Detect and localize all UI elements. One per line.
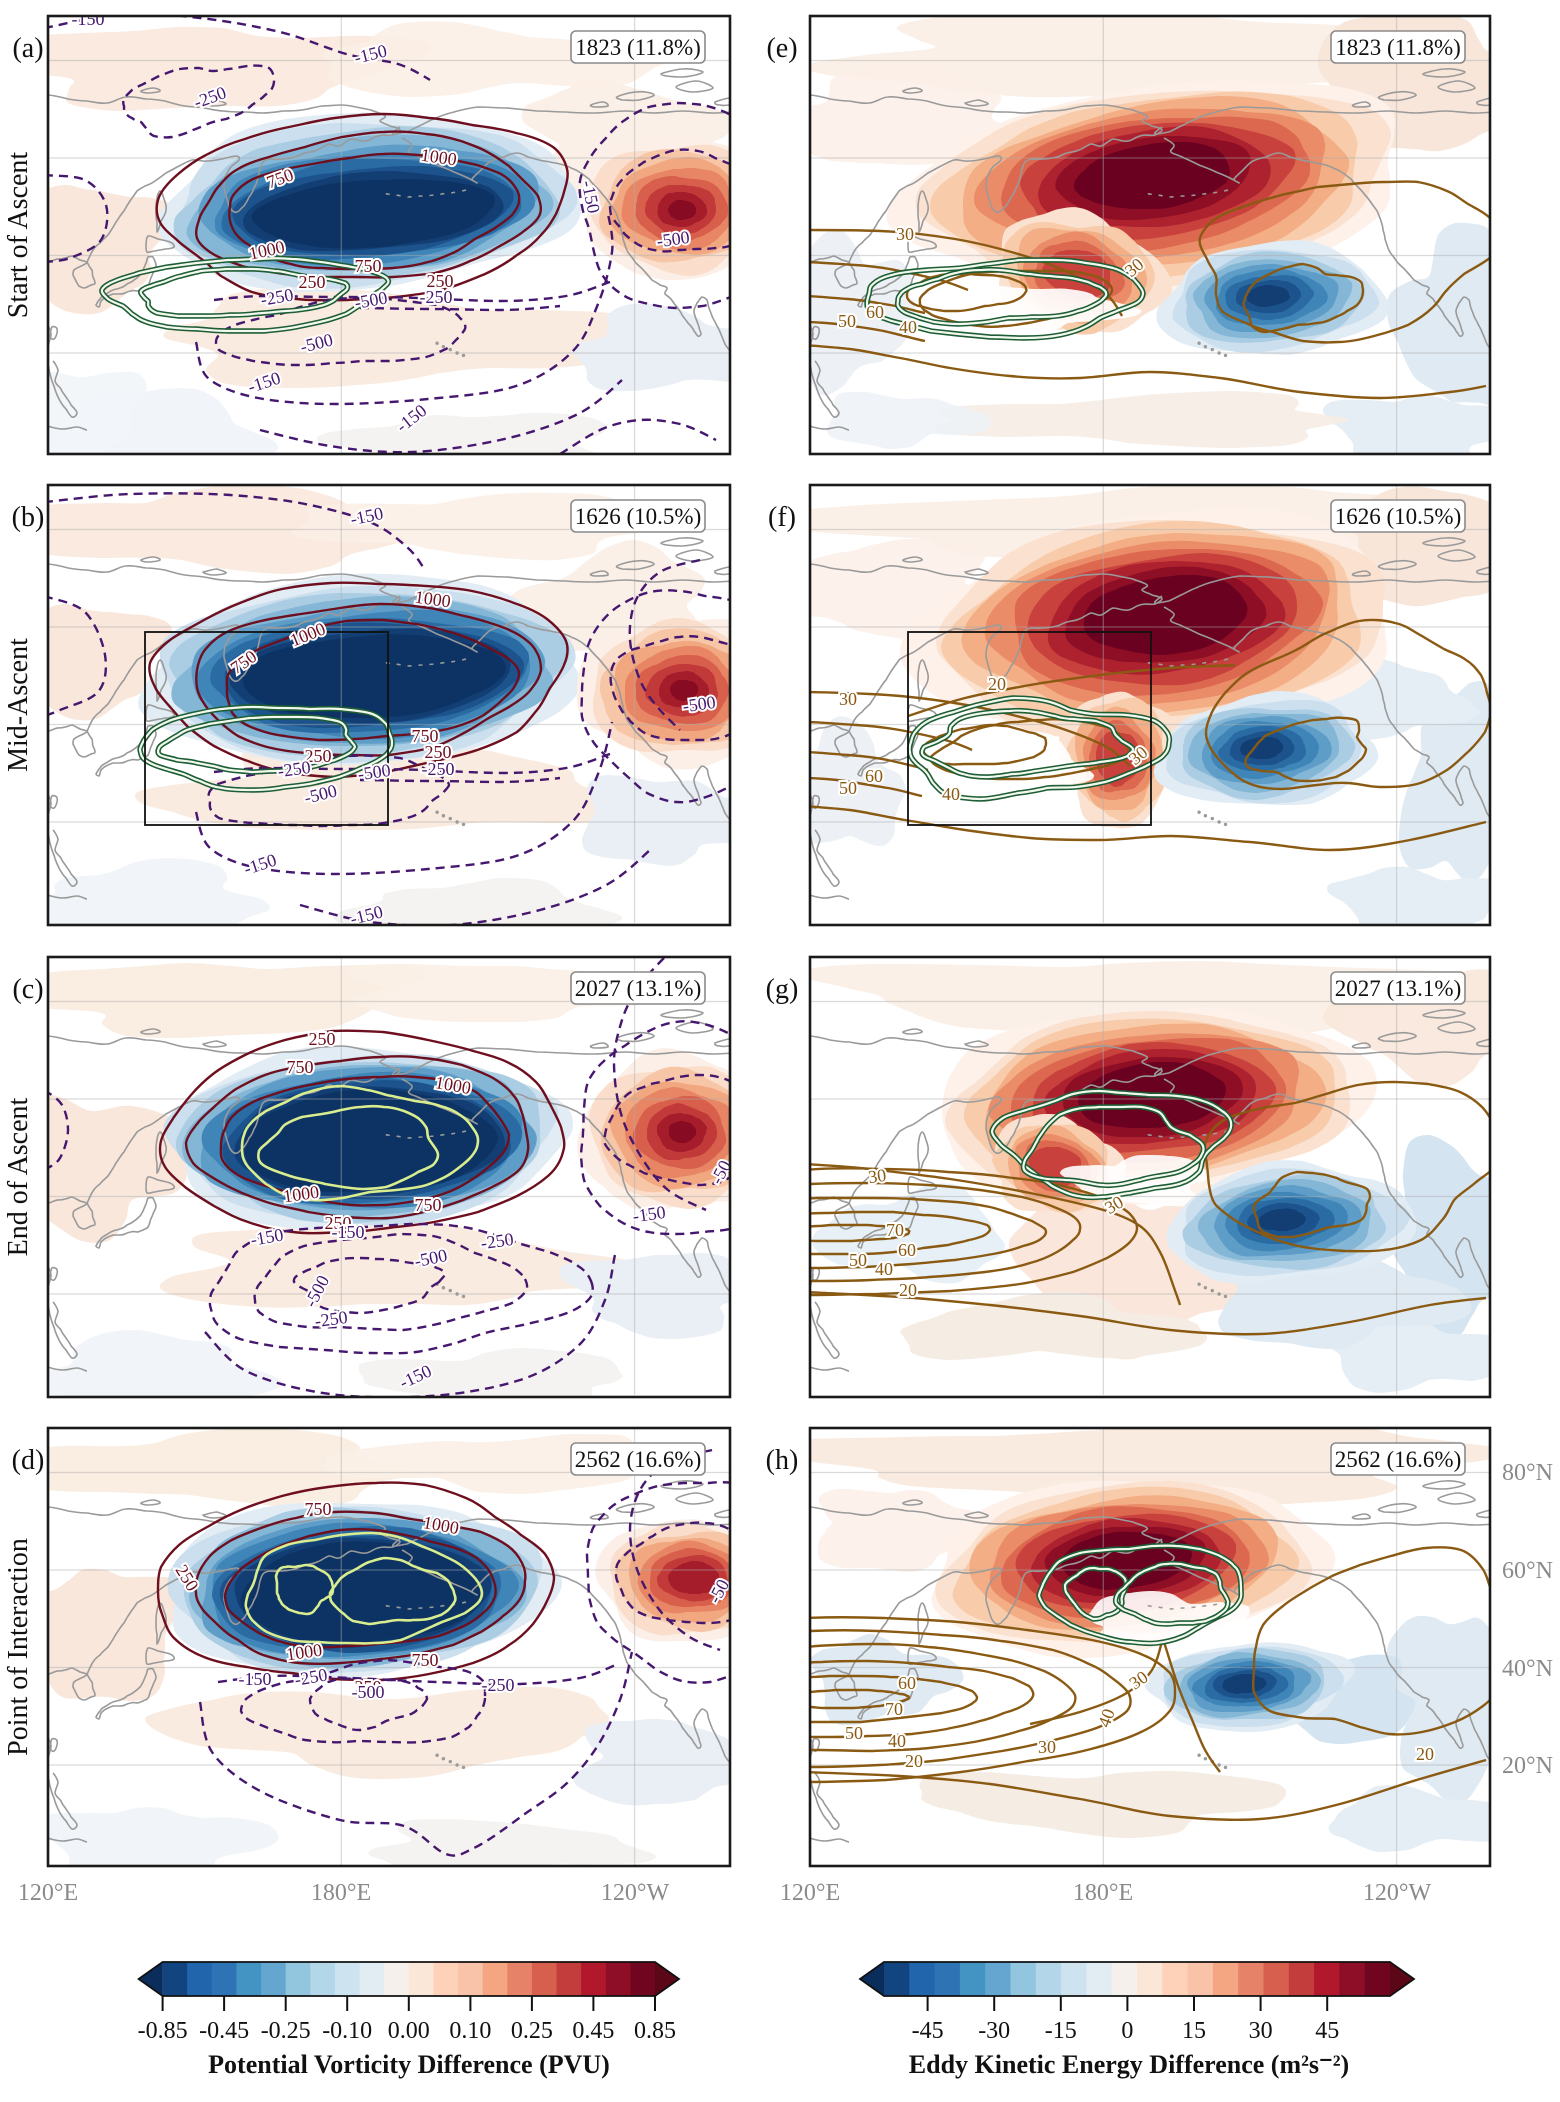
svg-text:30: 30 [896,224,914,244]
svg-text:750: 750 [415,1195,442,1215]
svg-text:30: 30 [867,1165,888,1187]
svg-text:20°N: 20°N [1502,1753,1553,1779]
svg-text:40°N: 40°N [1502,1656,1553,1682]
svg-text:20: 20 [905,1751,923,1771]
svg-text:40: 40 [875,1259,893,1279]
svg-text:750: 750 [412,1650,439,1670]
svg-text:(d): (d) [12,1445,45,1476]
svg-text:20: 20 [988,674,1006,694]
svg-text:-150: -150 [332,1222,365,1242]
svg-text:40: 40 [888,1731,906,1751]
svg-text:50: 50 [845,1723,863,1743]
svg-text:-250: -250 [422,759,455,779]
svg-text:(c): (c) [12,974,43,1005]
svg-text:250: 250 [425,742,452,762]
svg-text:-250: -250 [482,1675,515,1695]
svg-text:(e): (e) [766,33,797,64]
svg-text:-0.85: -0.85 [138,2018,188,2044]
svg-text:250: 250 [299,272,326,292]
svg-text:250: 250 [427,271,454,291]
svg-text:1626 (10.5%): 1626 (10.5%) [1335,504,1461,529]
svg-text:60: 60 [865,766,883,786]
svg-text:0.85: 0.85 [634,2018,676,2044]
svg-text:120°W: 120°W [1363,1880,1432,1906]
svg-text:750: 750 [355,256,382,276]
svg-text:1823 (11.8%): 1823 (11.8%) [575,35,701,60]
svg-text:40: 40 [899,317,917,337]
svg-text:180°E: 180°E [311,1880,371,1906]
svg-text:2027 (13.1%): 2027 (13.1%) [1335,976,1461,1001]
svg-text:15: 15 [1182,2018,1206,2044]
svg-text:-0.10: -0.10 [322,2018,372,2044]
svg-text:30: 30 [1038,1737,1056,1757]
svg-text:30: 30 [839,689,857,709]
svg-text:120°W: 120°W [601,1880,670,1906]
svg-text:-250: -250 [293,1664,329,1689]
svg-text:2027 (13.1%): 2027 (13.1%) [575,976,701,1001]
svg-text:0.25: 0.25 [511,2018,553,2044]
svg-text:80°N: 80°N [1502,1460,1553,1486]
svg-text:2562 (16.6%): 2562 (16.6%) [1335,1447,1461,1472]
svg-text:1823 (11.8%): 1823 (11.8%) [1335,35,1461,60]
svg-text:-0.25: -0.25 [261,2018,311,2044]
svg-text:50: 50 [838,311,856,331]
svg-text:-45: -45 [912,2018,944,2044]
svg-text:-30: -30 [978,2018,1010,2044]
svg-text:(g): (g) [766,974,799,1005]
svg-text:(b): (b) [12,502,45,533]
svg-text:Point of Interaction: Point of Interaction [3,1538,34,1756]
svg-text:-500: -500 [352,1682,385,1702]
svg-text:60: 60 [898,1240,916,1260]
svg-text:750: 750 [305,1499,332,1519]
svg-text:50: 50 [849,1250,867,1270]
svg-text:20: 20 [1416,1744,1434,1764]
svg-text:-0.45: -0.45 [199,2018,249,2044]
svg-text:Eddy Kinetic Energy Difference: Eddy Kinetic Energy Difference (m²s⁻²) [909,2050,1349,2079]
svg-text:250: 250 [325,1213,352,1233]
svg-text:50: 50 [839,778,857,798]
svg-text:40: 40 [942,784,960,804]
svg-text:Start of Ascent: Start of Ascent [3,152,34,319]
svg-text:750: 750 [412,726,439,746]
svg-text:0: 0 [1121,2018,1133,2044]
svg-text:120°E: 120°E [18,1880,78,1906]
svg-text:30: 30 [1249,2018,1273,2044]
svg-text:-15: -15 [1045,2018,1077,2044]
svg-text:750: 750 [287,1057,314,1077]
svg-text:-150: -150 [239,1669,272,1689]
svg-text:0.45: 0.45 [572,2018,614,2044]
svg-text:250: 250 [355,1677,382,1697]
svg-text:60°N: 60°N [1502,1558,1553,1584]
svg-text:1000: 1000 [414,587,452,612]
svg-text:Potential Vorticity Difference: Potential Vorticity Difference (PVU) [208,2050,610,2079]
svg-text:(f): (f) [768,502,796,533]
svg-text:180°E: 180°E [1073,1880,1133,1906]
svg-text:120°E: 120°E [780,1880,840,1906]
svg-text:20: 20 [899,1280,917,1300]
svg-text:250: 250 [305,746,332,766]
svg-text:70: 70 [886,1220,904,1240]
svg-text:2562 (16.6%): 2562 (16.6%) [575,1447,701,1472]
svg-text:0.00: 0.00 [388,2018,430,2044]
svg-text:250: 250 [309,1029,336,1049]
svg-text:0.10: 0.10 [449,2018,491,2044]
svg-text:1626 (10.5%): 1626 (10.5%) [575,504,701,529]
svg-text:60: 60 [898,1673,916,1693]
svg-text:Mid-Ascent: Mid-Ascent [3,638,34,772]
svg-text:(a): (a) [12,33,43,64]
svg-text:-250: -250 [420,287,453,307]
svg-text:60: 60 [866,302,884,322]
svg-text:End of Ascent: End of Ascent [3,1097,34,1256]
svg-text:45: 45 [1315,2018,1339,2044]
svg-text:-150: -150 [72,9,105,29]
svg-text:(h): (h) [766,1445,799,1476]
svg-text:70: 70 [885,1699,903,1719]
